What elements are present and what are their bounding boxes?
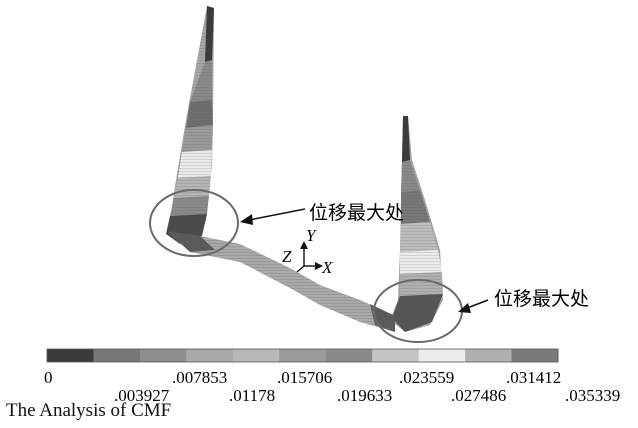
axis-triad: Y X Z <box>282 226 333 277</box>
max-displacement-label-left: 位移最大处 <box>309 202 404 224</box>
legend-swatch <box>325 349 373 362</box>
legend-tick-label: .031412 <box>506 368 561 387</box>
legend-tick-label: .007853 <box>172 368 227 387</box>
axis-label-y: Y <box>306 226 317 245</box>
legend-swatch <box>47 349 94 362</box>
legend-swatch <box>372 349 420 362</box>
axis-label-x: X <box>321 258 333 277</box>
legend-tick-label: .019633 <box>337 386 392 405</box>
legend-tick-label: .01178 <box>229 386 275 405</box>
legend-swatch <box>93 349 141 362</box>
left-blade <box>166 6 214 244</box>
legend-swatch <box>186 349 234 362</box>
arrow-left <box>240 208 306 225</box>
connecting-strip <box>168 232 395 332</box>
legend-tick-label: .035339 <box>565 386 620 405</box>
legend-tick-label: .023559 <box>399 368 454 387</box>
legend-tick-label: .027486 <box>451 386 506 405</box>
figure-caption: The Analysis of CMF <box>6 400 172 421</box>
legend-swatch <box>511 349 559 362</box>
legend-swatch <box>279 349 327 362</box>
legend-swatch <box>139 349 187 362</box>
legend-ticks-lower: .003927 .01178 .019633 .027486 .035339 <box>114 386 620 405</box>
legend-swatch <box>465 349 513 362</box>
legend-swatch <box>418 349 466 362</box>
legend-bar-border <box>46 348 559 363</box>
legend-tick-label: 0 <box>44 368 53 387</box>
max-displacement-label-right: 位移最大处 <box>494 288 589 310</box>
legend-tick-label: .003927 <box>114 386 170 405</box>
legend-ticks-upper: 0 .007853 .015706 .023559 .031412 <box>44 368 561 387</box>
right-blade <box>390 116 443 332</box>
legend-swatch <box>232 349 280 362</box>
max-displacement-ellipse-left <box>149 189 239 257</box>
legend-color-bar <box>46 348 559 363</box>
arrow-right <box>458 299 489 313</box>
legend-tick-label: .015706 <box>277 368 332 387</box>
axis-label-z: Z <box>282 247 292 266</box>
